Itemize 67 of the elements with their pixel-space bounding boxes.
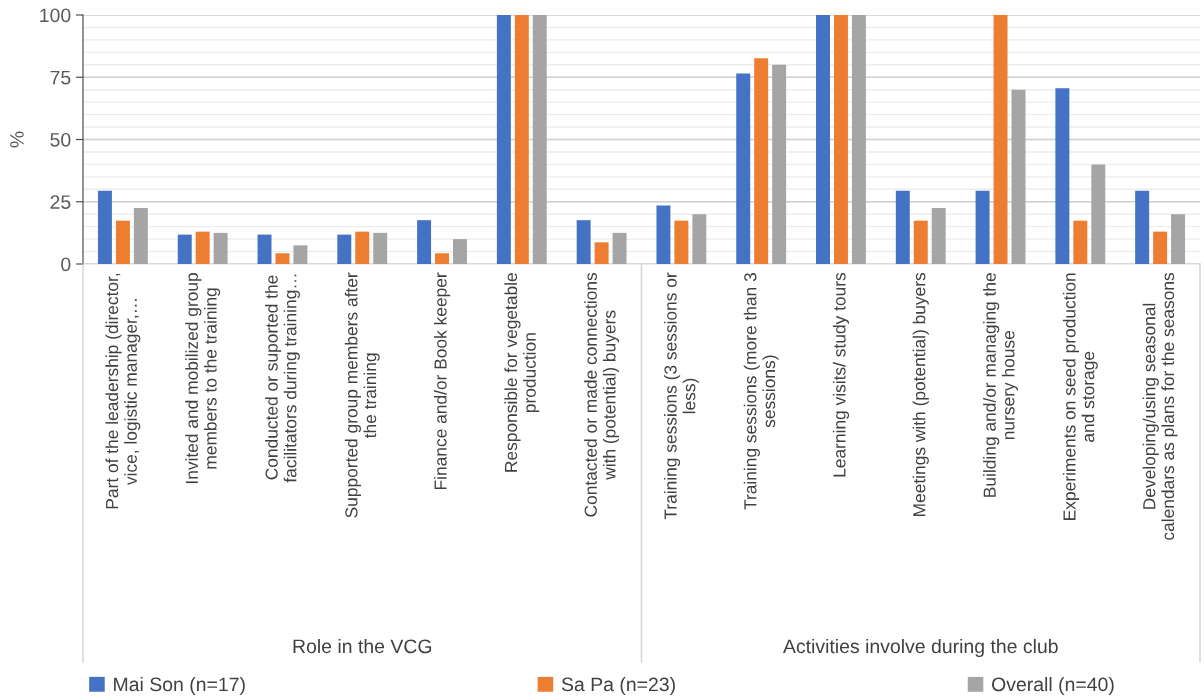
bar (1011, 89, 1026, 264)
x-tick-label: Finance and/or Book keeper (433, 272, 451, 490)
bar (674, 220, 689, 264)
bar (692, 214, 707, 264)
bar (1171, 214, 1186, 264)
bar (532, 15, 547, 264)
x-tick-label: Training sessions (3 sessions or less) (663, 272, 699, 520)
bar (213, 232, 228, 264)
bar (612, 232, 627, 264)
x-tick-label: Learning visits/ study tours (832, 272, 850, 477)
bar (496, 15, 511, 264)
x-tick-label: Part of the leadership (director, vice, logistic manager,… (105, 273, 141, 509)
bar (453, 239, 467, 264)
bar (1091, 164, 1106, 264)
bar (656, 205, 671, 264)
bar (177, 234, 192, 264)
x-tick-label: Training sessions (more than 3 sessions) (743, 273, 779, 510)
x-tick-label: Building and/or managing the nursery house (983, 273, 1018, 497)
legend-label: Mai Son (n=17) (114, 676, 245, 696)
bar (913, 220, 928, 264)
bar (275, 253, 290, 264)
bar (133, 207, 148, 264)
y-tick-label: 50 (50, 132, 71, 147)
bar (115, 220, 130, 264)
bar (417, 220, 432, 264)
bar (816, 15, 830, 264)
x-tick-label: Conducted or suported the facilitators during training… (265, 274, 300, 483)
bar (851, 15, 866, 264)
y-tick-label: 0 (61, 257, 71, 272)
text: Activities involve during the club (783, 638, 1058, 658)
bar (1153, 231, 1168, 264)
y-tick-label: 75 (50, 70, 71, 85)
y-axis-title: % (10, 131, 24, 148)
bar (195, 231, 210, 264)
bar (754, 58, 769, 264)
x-tick-label: Meetings with (potential) buyers (912, 272, 929, 516)
bar (514, 15, 529, 264)
x-tick-label: Responsible for vegetable production (504, 273, 540, 472)
bar (975, 190, 990, 264)
bar (736, 73, 751, 264)
bar (931, 207, 946, 264)
x-tick-label: Contacted or made connections with (potential) buyers (584, 272, 620, 517)
x-tick-label: Developing/using seasonal calendars as plans for the seasons (1142, 272, 1178, 540)
x-tick-label: Supported group members after the training (344, 272, 380, 518)
bar (1055, 88, 1070, 264)
x-tick-label: Experiments on seed production and storage (1062, 273, 1098, 520)
bar (293, 245, 308, 264)
bar (594, 242, 609, 264)
bar (355, 231, 370, 264)
bar (772, 64, 787, 264)
bar (993, 15, 1008, 264)
bar (257, 234, 272, 264)
y-tick-label: 100 (40, 8, 71, 23)
bar (895, 190, 910, 264)
text: Role in the VCG (293, 638, 432, 654)
y-tick-label: 25 (50, 195, 71, 209)
legend-label: Overall (n=40) (992, 676, 1114, 696)
bar (435, 253, 450, 264)
bar (373, 232, 388, 264)
bar (97, 190, 112, 264)
bar (576, 220, 591, 264)
x-tick-label: Invited and mobilized group members to the training (185, 273, 221, 484)
bar (833, 15, 848, 264)
bar (1135, 190, 1150, 264)
bar (1073, 220, 1088, 264)
bar (337, 234, 352, 264)
legend-label: Sa Pa (n=23) (561, 676, 675, 696)
